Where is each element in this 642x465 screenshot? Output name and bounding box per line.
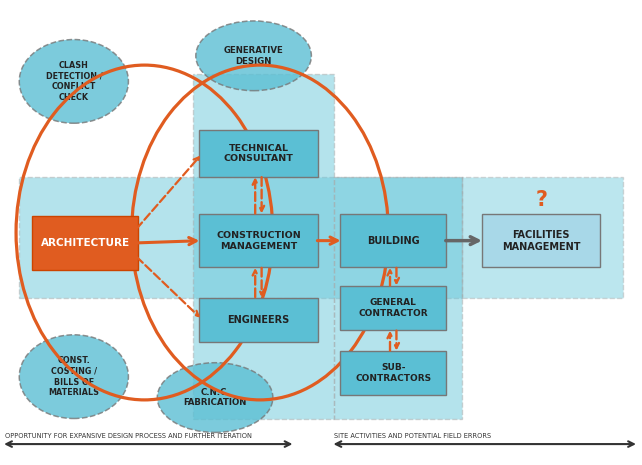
Ellipse shape: [196, 21, 311, 91]
FancyBboxPatch shape: [199, 214, 318, 267]
Text: CONST.
COSTING /
BILLS OF
MATERIALS: CONST. COSTING / BILLS OF MATERIALS: [48, 356, 100, 397]
FancyBboxPatch shape: [199, 298, 318, 342]
FancyBboxPatch shape: [340, 286, 446, 330]
Text: CLASH
DETECTION /
CONFLICT
CHECK: CLASH DETECTION / CONFLICT CHECK: [46, 61, 102, 102]
Ellipse shape: [19, 335, 128, 418]
Text: SITE ACTIVITIES AND POTENTIAL FIELD ERRORS: SITE ACTIVITIES AND POTENTIAL FIELD ERRO…: [334, 433, 491, 439]
FancyBboxPatch shape: [482, 214, 600, 267]
Text: ENGINEERS: ENGINEERS: [227, 315, 290, 325]
FancyBboxPatch shape: [340, 214, 446, 267]
Text: CONSTRUCTION
MANAGEMENT: CONSTRUCTION MANAGEMENT: [216, 231, 301, 251]
Text: ?: ?: [535, 190, 547, 210]
FancyBboxPatch shape: [193, 74, 334, 418]
Text: OPPORTUNITY FOR EXPANSIVE DESIGN PROCESS AND FURTHER ITERATION: OPPORTUNITY FOR EXPANSIVE DESIGN PROCESS…: [5, 433, 252, 439]
Text: FACILITIES
MANAGEMENT: FACILITIES MANAGEMENT: [501, 230, 580, 252]
Text: GENERATIVE
DESIGN: GENERATIVE DESIGN: [223, 46, 284, 66]
Text: TECHNICAL
CONSULTANT: TECHNICAL CONSULTANT: [223, 144, 293, 163]
FancyBboxPatch shape: [32, 216, 138, 270]
FancyBboxPatch shape: [199, 130, 318, 177]
Text: ARCHITECTURE: ARCHITECTURE: [40, 238, 130, 248]
FancyBboxPatch shape: [334, 177, 462, 418]
FancyBboxPatch shape: [340, 351, 446, 395]
Ellipse shape: [157, 363, 273, 432]
Text: C.N.C.
FABRICATION: C.N.C. FABRICATION: [184, 388, 247, 407]
Ellipse shape: [19, 40, 128, 123]
Text: GENERAL
CONTRACTOR: GENERAL CONTRACTOR: [358, 298, 428, 318]
Text: BUILDING: BUILDING: [367, 236, 419, 246]
FancyBboxPatch shape: [462, 177, 623, 298]
FancyBboxPatch shape: [19, 177, 462, 298]
Text: SUB-
CONTRACTORS: SUB- CONTRACTORS: [355, 363, 431, 383]
